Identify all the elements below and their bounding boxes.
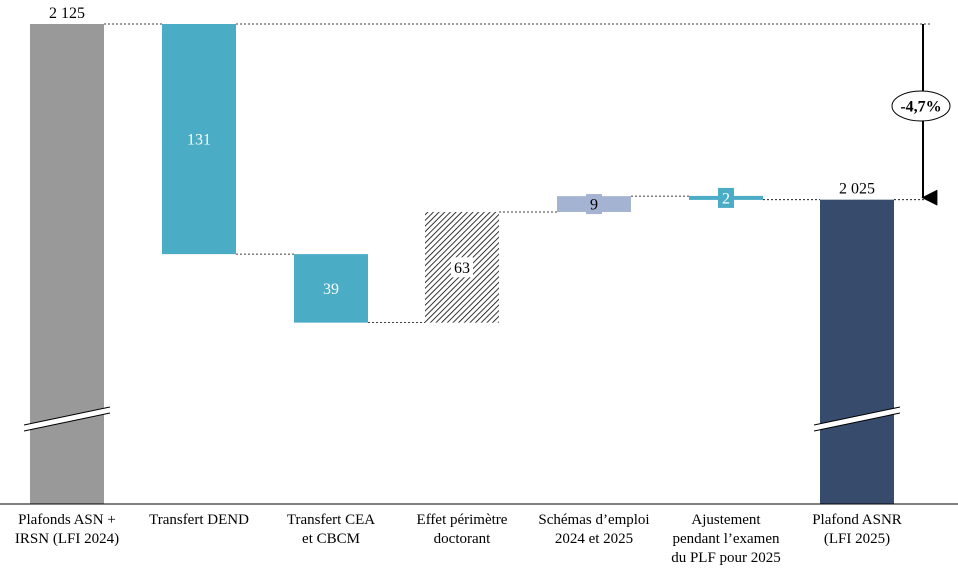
category-label-line: doctorant (434, 531, 491, 547)
value-label-bg-4 (586, 194, 602, 215)
change-annotation: -4,7% (891, 24, 951, 206)
category-label-5: Ajustement pendant l’examen du PLF pour 20… (671, 512, 781, 566)
axis-break-6 (814, 407, 900, 431)
category-label-3: Effet périmètre doctorant (417, 512, 508, 547)
bars-group (23, 24, 901, 505)
category-label-line: IRSN (LFI 2024) (15, 531, 119, 547)
axis-break-line-a-0 (23, 406, 111, 426)
value-label-0: 2 125 (49, 5, 85, 22)
change-label-ellipse (891, 90, 951, 122)
category-label-line: Effet périmètre (417, 512, 508, 528)
category-label-line: Transfert DEND (149, 512, 249, 528)
category-label-6: Plafond ASNR (LFI 2025) (812, 512, 902, 547)
category-label-1: Transfert DEND (149, 512, 249, 528)
category-label-4: Schémas d’emploi 2024 et 2025 (538, 512, 649, 547)
value-label-1: 131 (187, 132, 211, 149)
category-label-line: Schémas d’emploi (538, 512, 649, 528)
category-label-line: et CBCM (302, 531, 360, 547)
category-label-line: Ajustement (691, 512, 761, 528)
axis-break-line-b-0 (23, 412, 111, 432)
category-label-line: pendant l’examen (672, 531, 780, 547)
bar-0 (30, 24, 104, 504)
value-label-5: 2 (722, 190, 730, 207)
axis-break-line-a-6 (813, 406, 901, 426)
category-label-0: Plafonds ASN + IRSN (LFI 2024) (15, 512, 119, 547)
category-label-line: Transfert CEA (287, 512, 375, 528)
value-label-4: 9 (590, 197, 598, 214)
category-label-line: Plafonds ASN + (18, 512, 116, 528)
category-label-line: 2024 et 2025 (555, 531, 633, 547)
category-label-line: Plafond ASNR (812, 512, 902, 528)
change-label: -4,7% (900, 99, 941, 116)
bar-6 (820, 199, 894, 505)
category-label-2: Transfert CEA et CBCM (287, 512, 375, 547)
category-label-line: (LFI 2025) (824, 531, 890, 547)
axis-break-line-b-6 (813, 412, 901, 432)
category-labels: Plafonds ASN + IRSN (LFI 2024) Transfert D… (15, 512, 902, 566)
value-label-6: 2 025 (839, 181, 875, 198)
bar-2 (294, 254, 368, 323)
value-label-bg-5 (718, 187, 734, 208)
category-label-line: du PLF pour 2025 (671, 550, 781, 566)
value-label-2: 39 (323, 281, 339, 298)
bar-1 (162, 24, 236, 255)
axis-break-0 (24, 407, 110, 431)
value-label-bg-3 (451, 257, 473, 278)
value-labels: 2 125 131 39 63 9 2 2 025 (49, 5, 875, 298)
value-label-3: 63 (454, 260, 470, 277)
